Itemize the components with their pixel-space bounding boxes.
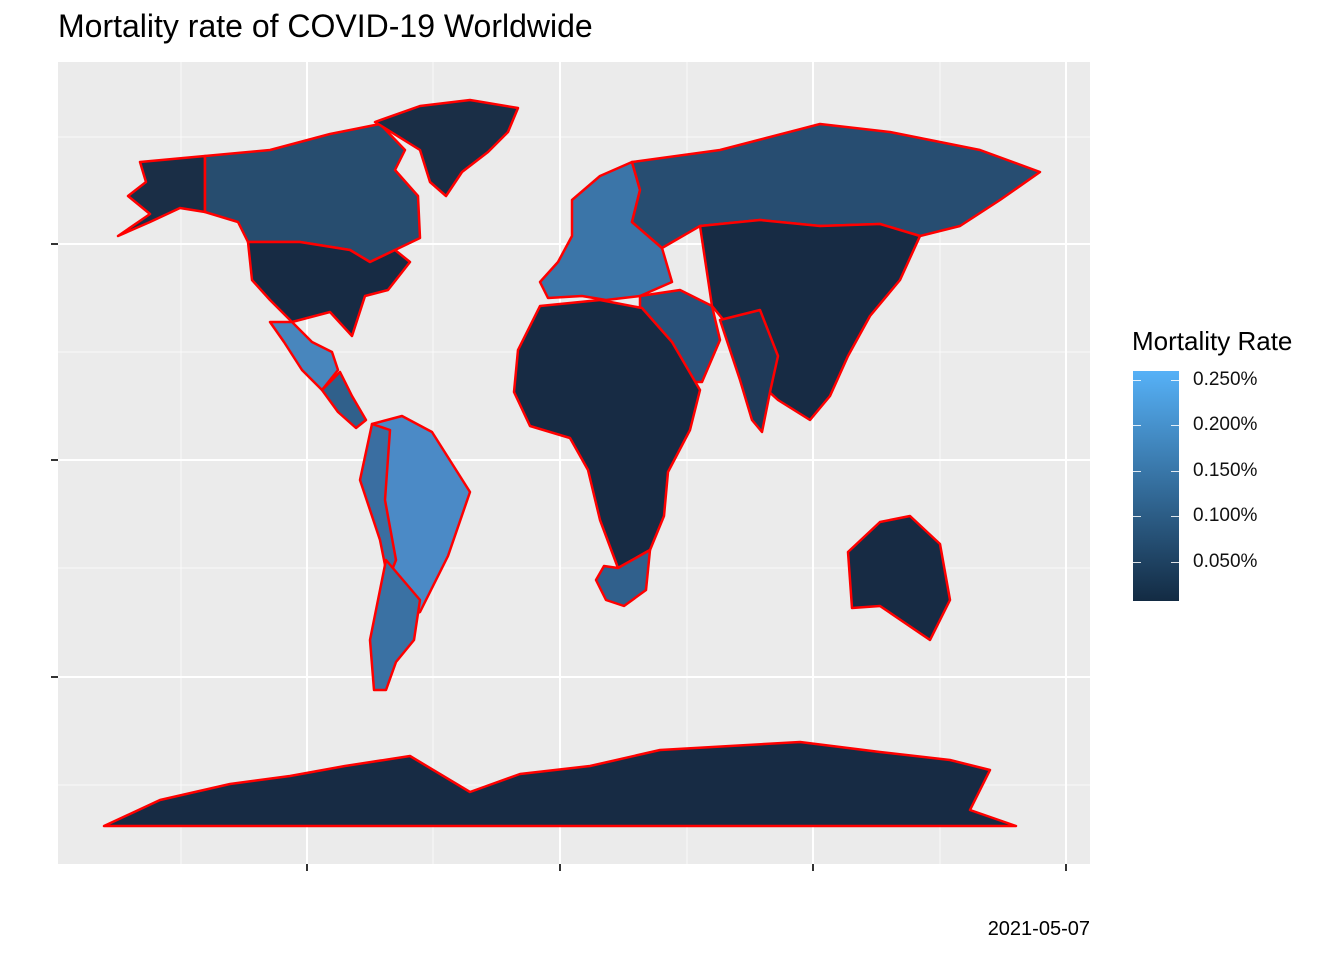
legend-title: Mortality Rate <box>1132 326 1293 356</box>
axis-ticks <box>51 243 1067 871</box>
legend-colorbar <box>1133 371 1179 601</box>
chart-title: Mortality rate of COVID-19 Worldwide <box>58 8 593 44</box>
legend-label: 0.100% <box>1193 505 1258 527</box>
region-greenland <box>373 98 520 198</box>
region-patagonia <box>368 558 422 692</box>
region-canada <box>203 122 422 264</box>
region-antarctica <box>102 740 1018 828</box>
date-caption: 2021-05-07 <box>987 918 1090 940</box>
region-united-states <box>246 240 412 338</box>
legend-label: 0.250% <box>1193 369 1258 391</box>
legend-label: 0.050% <box>1193 550 1258 572</box>
region-australia <box>846 514 952 642</box>
land-masses <box>102 98 1042 828</box>
region-india <box>718 308 780 434</box>
region-southern-africa <box>594 548 652 608</box>
legend-label: 0.150% <box>1193 459 1258 481</box>
legend-label: 0.200% <box>1193 414 1258 436</box>
region-central-america <box>320 370 368 430</box>
region-mexico <box>268 320 340 392</box>
